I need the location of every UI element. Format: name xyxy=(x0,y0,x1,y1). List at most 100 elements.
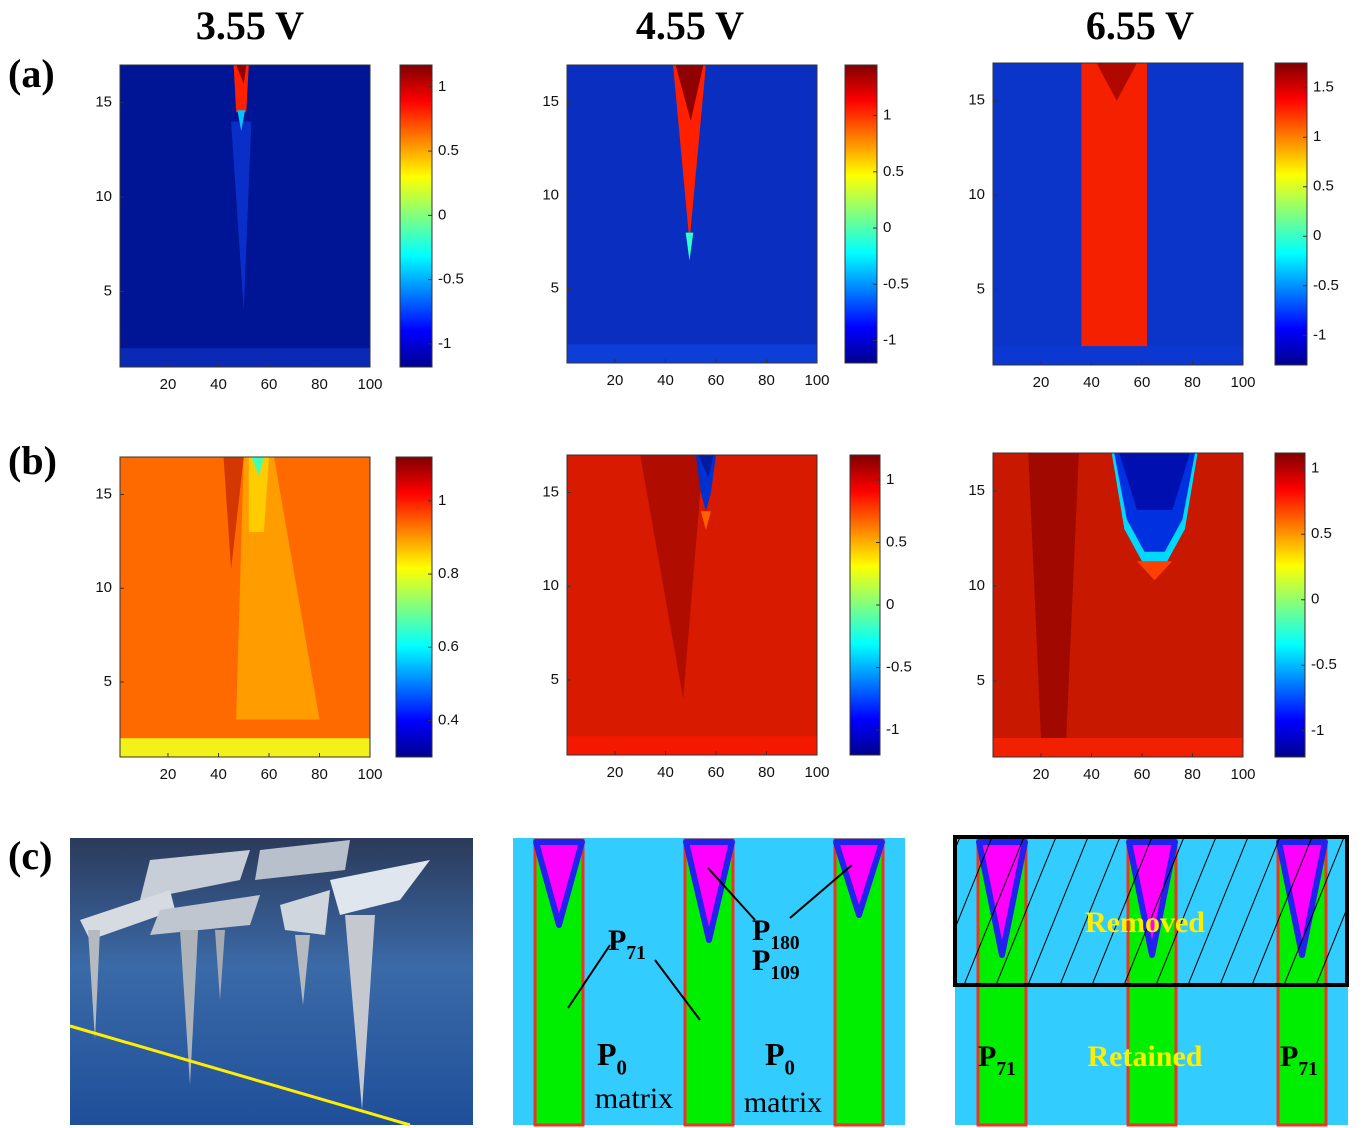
colorbar-tick-label: 1 xyxy=(886,471,894,488)
x-tick-label: 60 xyxy=(261,766,278,783)
phase-subscript: 109 xyxy=(770,963,800,984)
x-tick-label: 80 xyxy=(311,766,328,783)
x-tick-label: 20 xyxy=(607,372,624,389)
colorbar-tick-label: -1 xyxy=(883,331,896,348)
colorbar-tick-label: -0.5 xyxy=(886,658,912,675)
phase-label: P71 xyxy=(978,1040,1016,1080)
domain-schematic xyxy=(513,838,905,1127)
y-tick-label: 10 xyxy=(95,188,112,205)
row-label: (a) xyxy=(8,51,55,96)
colorbar-tick-label: -1 xyxy=(438,335,451,352)
phase-symbol: P xyxy=(765,1036,785,1072)
plot-frame xyxy=(119,456,371,758)
colorbar-tick-label: 1 xyxy=(438,78,446,95)
colorbar-tick-label: 0.5 xyxy=(438,142,459,159)
photo-panel xyxy=(69,838,473,1127)
x-tick-label: 40 xyxy=(657,372,674,389)
heatmap-region xyxy=(223,457,244,570)
heatmap: 20 40 60 80 100 5 10 15 -1 -0.5 0 0.5 1 1.5 xyxy=(968,62,1339,391)
phase-symbol: P xyxy=(752,944,770,977)
colorbar-tick-label: -0.5 xyxy=(1311,656,1337,673)
phase-symbol: P xyxy=(608,924,626,957)
hatch-line xyxy=(963,837,1025,985)
y-tick-label: 5 xyxy=(104,282,112,299)
heatmap-region xyxy=(1119,453,1190,510)
colorbar-tick-label: 0.5 xyxy=(886,533,907,550)
phase-subscript: 0 xyxy=(785,1057,795,1080)
y-tick-label: 10 xyxy=(968,577,985,594)
row-label: (b) xyxy=(8,438,57,483)
x-tick-label: 60 xyxy=(708,372,725,389)
heatmap-region xyxy=(231,121,252,311)
hatch-line xyxy=(1187,837,1249,985)
plot-frame xyxy=(992,62,1244,366)
plot-frame xyxy=(992,452,1244,758)
hatch-line xyxy=(995,837,1057,985)
x-tick-label: 80 xyxy=(1184,374,1201,391)
phase-subscript: 71 xyxy=(996,1059,1016,1080)
phase-subscript: 0 xyxy=(617,1057,627,1080)
x-tick-label: 40 xyxy=(1083,766,1100,783)
colorbar-tick-label: 0.5 xyxy=(1313,178,1334,195)
matrix-label: matrix xyxy=(595,1082,673,1115)
x-tick-label: 100 xyxy=(804,372,829,389)
x-tick-label: 60 xyxy=(708,764,725,781)
y-tick-label: 15 xyxy=(968,482,985,499)
y-tick-label: 15 xyxy=(542,483,559,500)
colorbar-tick-label: -0.5 xyxy=(1313,277,1339,294)
phase-symbol: P xyxy=(1280,1040,1298,1073)
y-tick-label: 15 xyxy=(95,94,112,111)
hatch-line xyxy=(1283,837,1345,985)
colorbar-tick-label: 0 xyxy=(438,206,446,223)
x-tick-label: 80 xyxy=(758,372,775,389)
hatch-line xyxy=(1219,837,1281,985)
x-tick-label: 80 xyxy=(758,764,775,781)
colorbar-tick-label: 1 xyxy=(1313,128,1321,145)
phase-subscript: 71 xyxy=(1298,1059,1318,1080)
x-tick-label: 100 xyxy=(357,766,382,783)
heatmap: 20 40 60 80 100 5 10 15 -1 -0.5 0 0.5 1 xyxy=(968,452,1337,783)
column-title: 3.55 V xyxy=(196,3,304,48)
phase-subscript: 180 xyxy=(770,933,799,954)
colorbar-tick-label: 1 xyxy=(438,492,446,509)
heatmap-region xyxy=(1081,63,1148,365)
y-tick-label: 15 xyxy=(95,485,112,502)
colorbar-tick-label: 1 xyxy=(1311,460,1319,477)
hatch-line xyxy=(1091,837,1153,985)
heatmap-region xyxy=(1028,453,1079,738)
hatch-line xyxy=(1123,837,1185,985)
colorbar xyxy=(399,64,433,368)
y-tick-label: 5 xyxy=(104,673,112,690)
x-tick-label: 100 xyxy=(357,376,382,393)
x-tick-label: 20 xyxy=(160,376,177,393)
heatmap-region xyxy=(685,232,694,261)
plot-frame xyxy=(566,64,818,364)
phase-label: P180 xyxy=(752,914,800,954)
y-tick-label: 10 xyxy=(542,186,559,203)
phase-subscript: 71 xyxy=(626,943,646,964)
plot-frame xyxy=(566,454,818,756)
colorbar-tick-label: 0 xyxy=(1313,227,1321,244)
heatmap-region xyxy=(695,455,716,512)
colorbar xyxy=(1274,452,1306,758)
colorbar-tick-label: 0.6 xyxy=(438,638,459,655)
hatch-line xyxy=(1027,837,1089,985)
removal-schematic xyxy=(953,835,1349,1127)
x-tick-label: 20 xyxy=(1033,766,1050,783)
colorbar-tick-label: 0.8 xyxy=(438,565,459,582)
colorbar-tick-label: -1 xyxy=(1311,722,1324,739)
colorbar-tick-label: -1 xyxy=(1313,326,1326,343)
y-tick-label: 5 xyxy=(977,672,985,689)
phase-label: P0 xyxy=(597,1036,627,1080)
retained-label: Retained xyxy=(1088,1040,1203,1073)
hatch-line xyxy=(1251,837,1313,985)
y-tick-label: 15 xyxy=(542,93,559,110)
removed-label: Removed xyxy=(1085,906,1205,939)
x-tick-label: 100 xyxy=(1230,766,1255,783)
colorbar-tick-label: 0 xyxy=(883,219,891,236)
colorbar-tick-label: -0.5 xyxy=(883,275,909,292)
matrix-label: matrix xyxy=(744,1086,822,1119)
hatch-line xyxy=(1155,837,1217,985)
x-tick-label: 100 xyxy=(804,764,829,781)
